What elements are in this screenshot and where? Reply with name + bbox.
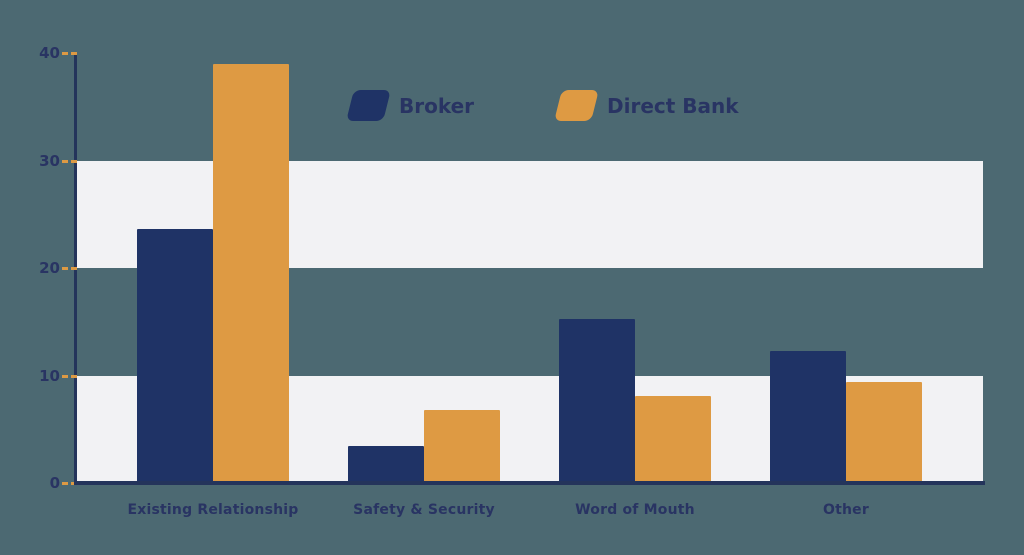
bar-direct-bank-other <box>846 382 922 483</box>
category-label-other: Other <box>823 502 869 518</box>
bar-broker-existing-relationship <box>137 229 213 483</box>
legend-label: Direct Bank <box>607 93 739 118</box>
legend-label: Broker <box>399 93 475 118</box>
category-label-word-of-mouth: Word of Mouth <box>575 502 695 518</box>
legend-item-broker: Broker <box>346 90 475 121</box>
y-tick-mark <box>62 52 77 55</box>
bar-broker-safety-security <box>348 446 424 483</box>
bar-broker-word-of-mouth <box>559 319 635 483</box>
legend-item-direct-bank: Direct Bank <box>554 90 739 121</box>
category-label-safety-security: Safety & Security <box>353 502 495 518</box>
x-axis-line <box>74 481 985 485</box>
category-label-existing-relationship: Existing Relationship <box>127 502 299 518</box>
legend-swatch-direct-bank <box>554 90 599 121</box>
bar-direct-bank-safety-security <box>424 410 500 483</box>
y-tick-label: 30 <box>39 151 60 170</box>
bar-direct-bank-existing-relationship <box>213 64 289 483</box>
y-tick-label: 10 <box>39 366 60 385</box>
legend-swatch-broker <box>346 90 391 121</box>
y-tick-mark <box>62 374 77 378</box>
y-tick-mark <box>62 482 77 485</box>
bar-direct-bank-word-of-mouth <box>635 396 711 483</box>
y-tick-label: 40 <box>39 44 60 62</box>
y-tick-mark <box>62 267 77 270</box>
legend: Broker Direct Bank <box>346 90 739 121</box>
y-tick-label: 20 <box>39 259 60 277</box>
y-tick-label: 0 <box>49 474 60 492</box>
bar-broker-other <box>770 351 846 483</box>
y-axis-line <box>74 55 77 485</box>
y-tick-mark <box>62 159 77 163</box>
